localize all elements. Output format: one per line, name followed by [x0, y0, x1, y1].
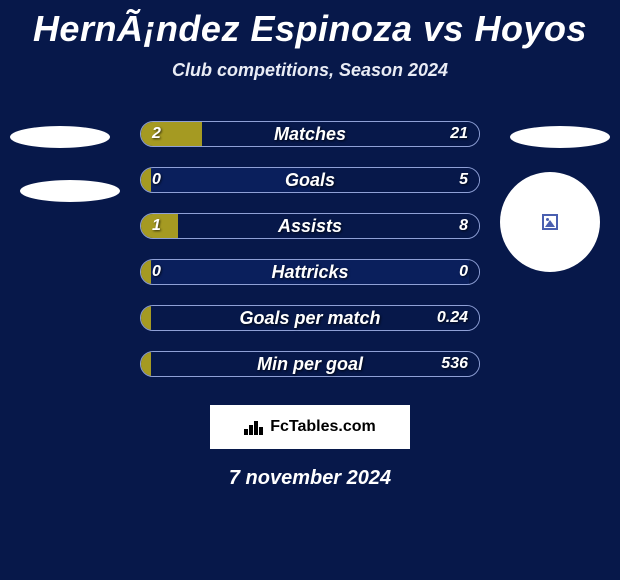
bar-fill-player1: [141, 214, 178, 238]
bar-fill-player2: [151, 352, 479, 376]
bar-track: [140, 305, 480, 331]
bar-fill-player1: [141, 260, 151, 284]
bar-fill-player1: [141, 306, 151, 330]
bar-track: [140, 259, 480, 285]
comparison-card: HernÃ¡ndez Espinoza vs Hoyos Club compet…: [0, 0, 620, 580]
bar-fill-player1: [141, 352, 151, 376]
bar-fill-player2: [178, 214, 479, 238]
stat-row: Hattricks00: [0, 249, 620, 295]
page-title: HernÃ¡ndez Espinoza vs Hoyos: [0, 0, 620, 50]
footer-date: 7 november 2024: [0, 467, 620, 490]
bar-track: [140, 351, 480, 377]
bar-track: [140, 121, 480, 147]
stat-row: Goals05: [0, 157, 620, 203]
bar-fill-player2: [469, 260, 479, 284]
bar-fill-player2: [202, 122, 479, 146]
bar-fill-player2: [310, 168, 479, 192]
bar-track: [140, 167, 480, 193]
brand-text: FcTables.com: [270, 418, 376, 436]
bar-fill-player1: [141, 122, 202, 146]
brand-badge[interactable]: FcTables.com: [210, 405, 410, 449]
subtitle: Club competitions, Season 2024: [0, 60, 620, 81]
brand-bars-icon: [244, 419, 264, 435]
bar-fill-player2: [151, 306, 479, 330]
stat-row: Min per goal536: [0, 341, 620, 387]
stat-row: Matches221: [0, 111, 620, 157]
bar-fill-player1: [141, 168, 151, 192]
stat-row: Assists18: [0, 203, 620, 249]
bar-track: [140, 213, 480, 239]
stat-row: Goals per match0.24: [0, 295, 620, 341]
stats-container: Matches221Goals05Assists18Hattricks00Goa…: [0, 111, 620, 387]
